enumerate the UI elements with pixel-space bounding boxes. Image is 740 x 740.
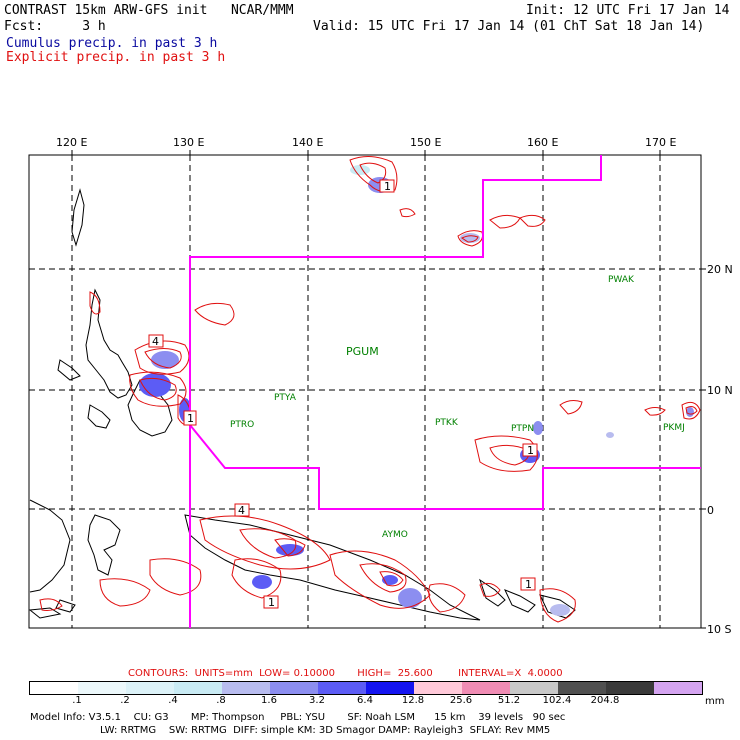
lon-label-160: 160 E [527, 136, 558, 149]
lat-label-0: 0 [707, 504, 714, 517]
colorbar-swatch [270, 682, 318, 694]
lon-label-150: 150 E [410, 136, 441, 149]
station-pwak: PWAK [608, 275, 635, 285]
title-line-left: CONTRAST 15km ARW-GFS init NCAR/MMM [4, 3, 294, 18]
colorbar-tick-label: .4 [168, 695, 178, 706]
max-value-boxes: 1 4 1 1 4 1 1 [148, 179, 538, 609]
colorbar-tick-label: 12.8 [401, 695, 425, 706]
station-ptya: PTYA [274, 393, 297, 403]
station-pkmj: PKMJ [663, 423, 685, 433]
colorbar-swatch [222, 682, 270, 694]
colorbar-tick-label: .1 [72, 695, 82, 706]
valid-time: Valid: 15 UTC Fri 17 Jan 14 (01 ChT Sat … [313, 19, 705, 34]
coastlines [28, 188, 576, 621]
box-label: 1 [384, 180, 391, 193]
lon-label-140: 140 E [292, 136, 323, 149]
colorbar-swatch [510, 682, 558, 694]
colorbar-swatch [30, 682, 78, 694]
init-time: Init: 12 UTC Fri 17 Jan 14 [526, 3, 730, 18]
colorbar-tick-label: 25.6 [449, 695, 473, 706]
domain-boundary [189, 155, 602, 628]
colorbar-swatch [174, 682, 222, 694]
box-label: 4 [238, 504, 245, 517]
legend-cumulus: Cumulus precip. in past 3 h [6, 36, 218, 51]
lat-label-10s: 10 S [707, 623, 731, 636]
colorbar-tick-label: 1.6 [261, 695, 277, 706]
station-ptkk: PTKK [435, 418, 459, 428]
domain-boundary-south [189, 424, 701, 510]
colorbar-tick-label: .8 [216, 695, 226, 706]
legend-explicit: Explicit precip. in past 3 h [6, 50, 226, 65]
colorbar-swatch [654, 682, 702, 694]
box-label: 4 [152, 335, 159, 348]
station-labels: PWAK PGUM PTYA PTRO PTKK PTPN PKMJ AYMO [230, 275, 685, 540]
model-info-line2: LW: RRTMG SW: RRTMG DIFF: simple KM: 3D … [100, 725, 551, 736]
colorbar-swatch [126, 682, 174, 694]
model-info-line1: Model Info: V3.5.1 CU: G3 MP: Thompson P… [30, 712, 566, 723]
contours-info: CONTOURS: UNITS=mm LOW= 0.10000 HIGH= 25… [128, 668, 563, 679]
lat-label-20n: 20 N [707, 263, 733, 276]
colorbar-swatch [558, 682, 606, 694]
colorbar-swatch [414, 682, 462, 694]
colorbar-tick-label: 102.4 [542, 695, 572, 706]
lon-label-120: 120 E [56, 136, 87, 149]
map-frame [28, 154, 702, 629]
station-aymo: AYMO [382, 530, 408, 540]
colorbar-swatch [462, 682, 510, 694]
colorbar-tick-label: .2 [120, 695, 130, 706]
box-label: 1 [187, 412, 194, 425]
forecast-hour: Fcst: 3 h [4, 19, 106, 34]
colorbar-swatch [606, 682, 654, 694]
colorbar-tick-label: 51.2 [497, 695, 521, 706]
lon-label-170: 170 E [645, 136, 676, 149]
colorbar [29, 681, 703, 695]
explicit-precip-contours [39, 156, 701, 623]
station-ptro: PTRO [230, 420, 254, 430]
graticule [29, 155, 701, 628]
colorbar-tick-label: 6.4 [357, 695, 373, 706]
station-pgum: PGUM [346, 345, 379, 358]
box-label: 1 [527, 444, 534, 457]
colorbar-unit: mm [705, 696, 725, 707]
lat-label-10n: 10 N [707, 384, 733, 397]
colorbar-tick-label: 3.2 [309, 695, 325, 706]
colorbar-swatch [318, 682, 366, 694]
colorbar-swatch [78, 682, 126, 694]
colorbar-swatch [366, 682, 414, 694]
station-ptpn: PTPN [511, 424, 534, 434]
lon-label-130: 130 E [173, 136, 204, 149]
box-label: 1 [525, 578, 532, 591]
colorbar-tick-label: 204.8 [590, 695, 620, 706]
box-label: 1 [268, 596, 275, 609]
